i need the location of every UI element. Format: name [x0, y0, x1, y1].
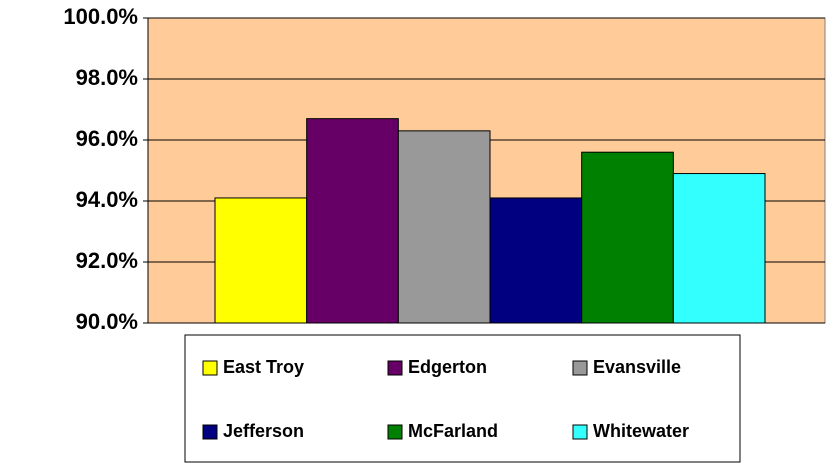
legend-swatch — [387, 424, 403, 440]
legend-swatch — [202, 424, 218, 440]
bar — [397, 130, 491, 324]
legend-swatch — [202, 360, 218, 376]
legend-swatch — [572, 424, 588, 440]
y-tick-label: 94.0% — [76, 187, 138, 212]
legend-label: McFarland — [408, 421, 498, 441]
legend-label: Edgerton — [408, 357, 487, 377]
bar — [489, 197, 583, 324]
legend-swatch — [387, 360, 403, 376]
legend-swatch — [572, 360, 588, 376]
y-tick-label: 96.0% — [76, 126, 138, 151]
bar — [672, 173, 766, 324]
legend-label: Jefferson — [223, 421, 304, 441]
y-tick-label: 100.0% — [63, 4, 138, 29]
y-tick-label: 92.0% — [76, 248, 138, 273]
y-tick-label: 98.0% — [76, 65, 138, 90]
legend-label: East Troy — [223, 357, 304, 377]
bar — [306, 118, 399, 324]
bar — [581, 151, 674, 324]
legend — [184, 334, 741, 463]
y-tick-label: 90.0% — [76, 309, 138, 334]
legend-label: Evansville — [593, 357, 681, 377]
legend-label: Whitewater — [593, 421, 689, 441]
bar — [214, 197, 308, 324]
